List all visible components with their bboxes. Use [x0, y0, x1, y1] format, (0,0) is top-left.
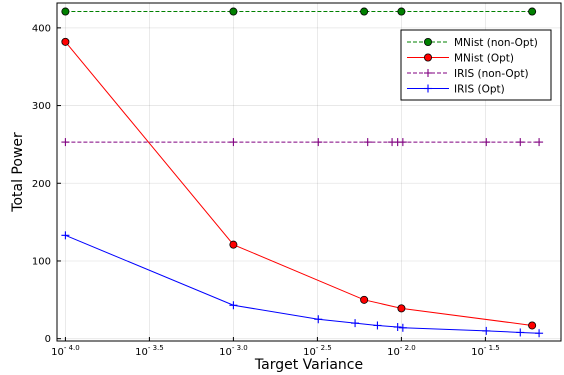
data-point: [397, 304, 406, 313]
x-tick-label: 10- 1.5: [471, 344, 500, 358]
legend-label: MNist (Opt): [454, 52, 514, 64]
series-1: [61, 37, 537, 330]
data-point: [528, 7, 537, 16]
x-tick-label: 10- 4.0: [51, 344, 80, 358]
data-point: [61, 231, 70, 240]
legend: MNist (non-Opt) MNist (Opt) IRIS (non-Opt)…: [400, 29, 552, 101]
data-point: [363, 138, 372, 147]
legend-label: IRIS (Opt): [454, 83, 505, 95]
y-axis-title: Total Power: [10, 132, 26, 213]
data-point: [424, 84, 432, 93]
legend-label: MNist (non-Opt): [454, 37, 538, 49]
data-point: [393, 323, 402, 332]
data-point: [535, 329, 544, 338]
data-point: [61, 37, 70, 46]
legend-entry: MNist (Opt): [407, 52, 514, 64]
data-point: [61, 7, 70, 16]
series-layer: [61, 7, 544, 338]
y-tick-label: 0: [45, 334, 51, 345]
x-tick-label: 10- 3.0: [219, 344, 248, 358]
plot-frame: [56, 2, 562, 342]
y-tick-label: 400: [32, 23, 51, 34]
x-tick-label: 10- 2.0: [387, 344, 416, 358]
data-point: [351, 319, 360, 328]
data-point: [482, 326, 491, 335]
series-line: [65, 234, 540, 334]
x-tick-label: 10- 2.5: [303, 344, 332, 358]
data-point: [360, 7, 369, 16]
series-2: [61, 138, 544, 147]
series-0: [61, 7, 537, 16]
data-point: [424, 69, 432, 77]
y-tick-label: 100: [32, 256, 51, 267]
data-point: [397, 7, 406, 16]
data-point: [482, 138, 491, 147]
data-point: [314, 315, 323, 324]
data-point: [61, 138, 70, 147]
legend-entry: MNist (non-Opt): [407, 37, 538, 49]
data-point: [535, 138, 544, 147]
x-axis-title: Target Variance: [254, 357, 363, 373]
data-point: [229, 240, 238, 249]
data-point: [398, 323, 407, 332]
data-point: [423, 38, 432, 47]
series-3: [61, 231, 544, 338]
data-point: [423, 53, 432, 62]
data-point: [229, 301, 238, 310]
y-axis-ticks: 0 100 200 300 400: [32, 23, 61, 345]
data-point: [229, 138, 238, 147]
legend-entry: IRIS (non-Opt): [407, 68, 529, 80]
y-tick-label: 300: [32, 101, 51, 112]
data-point: [229, 7, 238, 16]
data-point: [516, 328, 525, 337]
y-tick-label: 200: [32, 179, 51, 190]
x-tick-label: 10- 3.5: [135, 344, 164, 358]
data-point: [516, 138, 525, 147]
data-point: [528, 321, 537, 330]
data-point: [373, 321, 382, 330]
legend-entry: IRIS (Opt): [407, 83, 505, 95]
data-point: [360, 295, 369, 304]
x-axis-ticks: 10- 4.0 10- 3.5 10- 3.0 10- 2.5 10- 2.0 10- 1…: [51, 337, 500, 358]
data-point: [398, 138, 407, 147]
legend-label: IRIS (non-Opt): [454, 68, 529, 80]
data-point: [314, 138, 323, 147]
